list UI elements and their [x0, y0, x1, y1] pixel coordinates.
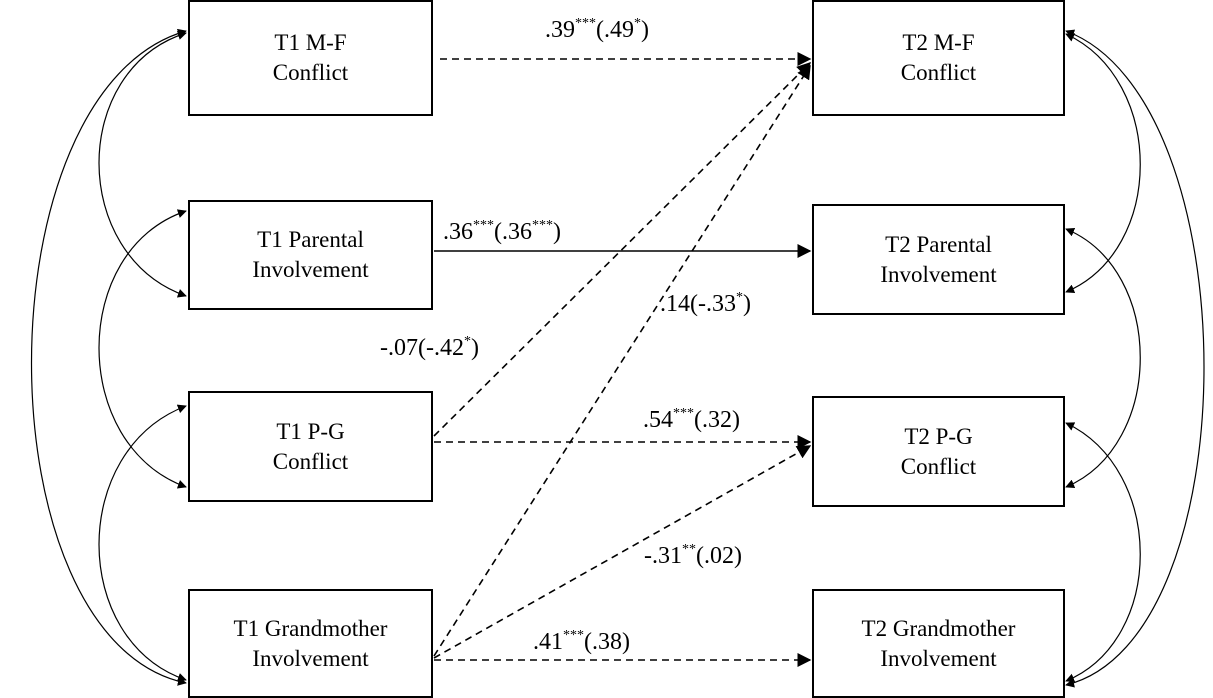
t1-grandmother-involvement-box: T1 Grandmother Involvement — [188, 589, 433, 698]
t2-mf-conflict-box: T2 M-F Conflict — [812, 0, 1065, 116]
path-arrow-gi-pg — [433, 445, 812, 659]
path-arrow-gi-mf — [433, 64, 811, 657]
box-label-line2: Conflict — [900, 60, 977, 85]
covariance-right-pi-pg — [1065, 227, 1141, 488]
t2-pg-conflict-box: T2 P-G Conflict — [812, 396, 1065, 507]
t1-pg-conflict-box: T1 P-G Conflict — [188, 391, 433, 502]
box-label-line2: Conflict — [272, 448, 349, 474]
box-label-line1: T2 Grandmother — [861, 615, 1016, 641]
coef-label-pg-mf: -.07(-.42*) — [380, 334, 479, 362]
t2-parental-involvement-box: T2 Parental Involvement — [812, 204, 1065, 315]
covariance-left-pg-gi — [98, 404, 187, 682]
box-label-line2: Involvement — [252, 645, 369, 671]
coef-label-gi-pg: -.31**(.02) — [644, 542, 742, 570]
box-label-line1: T1 Grandmother — [233, 615, 388, 641]
path-arrow-pg-mf — [433, 62, 811, 437]
t1-parental-involvement-box: T1 Parental Involvement — [188, 200, 433, 310]
box-label-line2: Involvement — [880, 261, 997, 287]
box-label-line1: T1 P-G — [276, 418, 345, 444]
covariance-right-pg-gi — [1065, 422, 1141, 683]
box-label-line2: Involvement — [252, 257, 369, 282]
covariance-left-pi-pg — [98, 209, 187, 489]
coef-label-mf-mf: .39***(.49*) — [545, 16, 649, 44]
box-label-line1: T1 M-F — [274, 30, 347, 55]
t1-mf-conflict-box: T1 M-F Conflict — [188, 0, 433, 116]
covariance-right-mf-pi — [1065, 33, 1141, 293]
coef-label-gi-gi: .41***(.38) — [533, 628, 630, 656]
covariance-left-mf-gi — [30, 28, 187, 686]
t2-grandmother-involvement-box: T2 Grandmother Involvement — [812, 589, 1065, 698]
coef-label-pg-pg: .54***(.32) — [643, 406, 740, 434]
box-label-line2: Involvement — [880, 645, 997, 671]
box-label-line2: Conflict — [900, 453, 977, 479]
box-label-line1: T1 Parental — [257, 227, 364, 252]
coef-label-gi-mf: .14(-.33*) — [660, 290, 751, 318]
box-label-line1: T2 M-F — [902, 30, 975, 55]
covariance-left-mf-pi — [98, 31, 187, 298]
box-label-line2: Conflict — [272, 60, 349, 85]
box-label-line1: T2 P-G — [904, 423, 973, 449]
covariance-right-mf-gi — [1065, 29, 1205, 688]
box-label-line1: T2 Parental — [885, 231, 992, 257]
coef-label-pi-pi: .36***(.36***) — [443, 218, 561, 246]
